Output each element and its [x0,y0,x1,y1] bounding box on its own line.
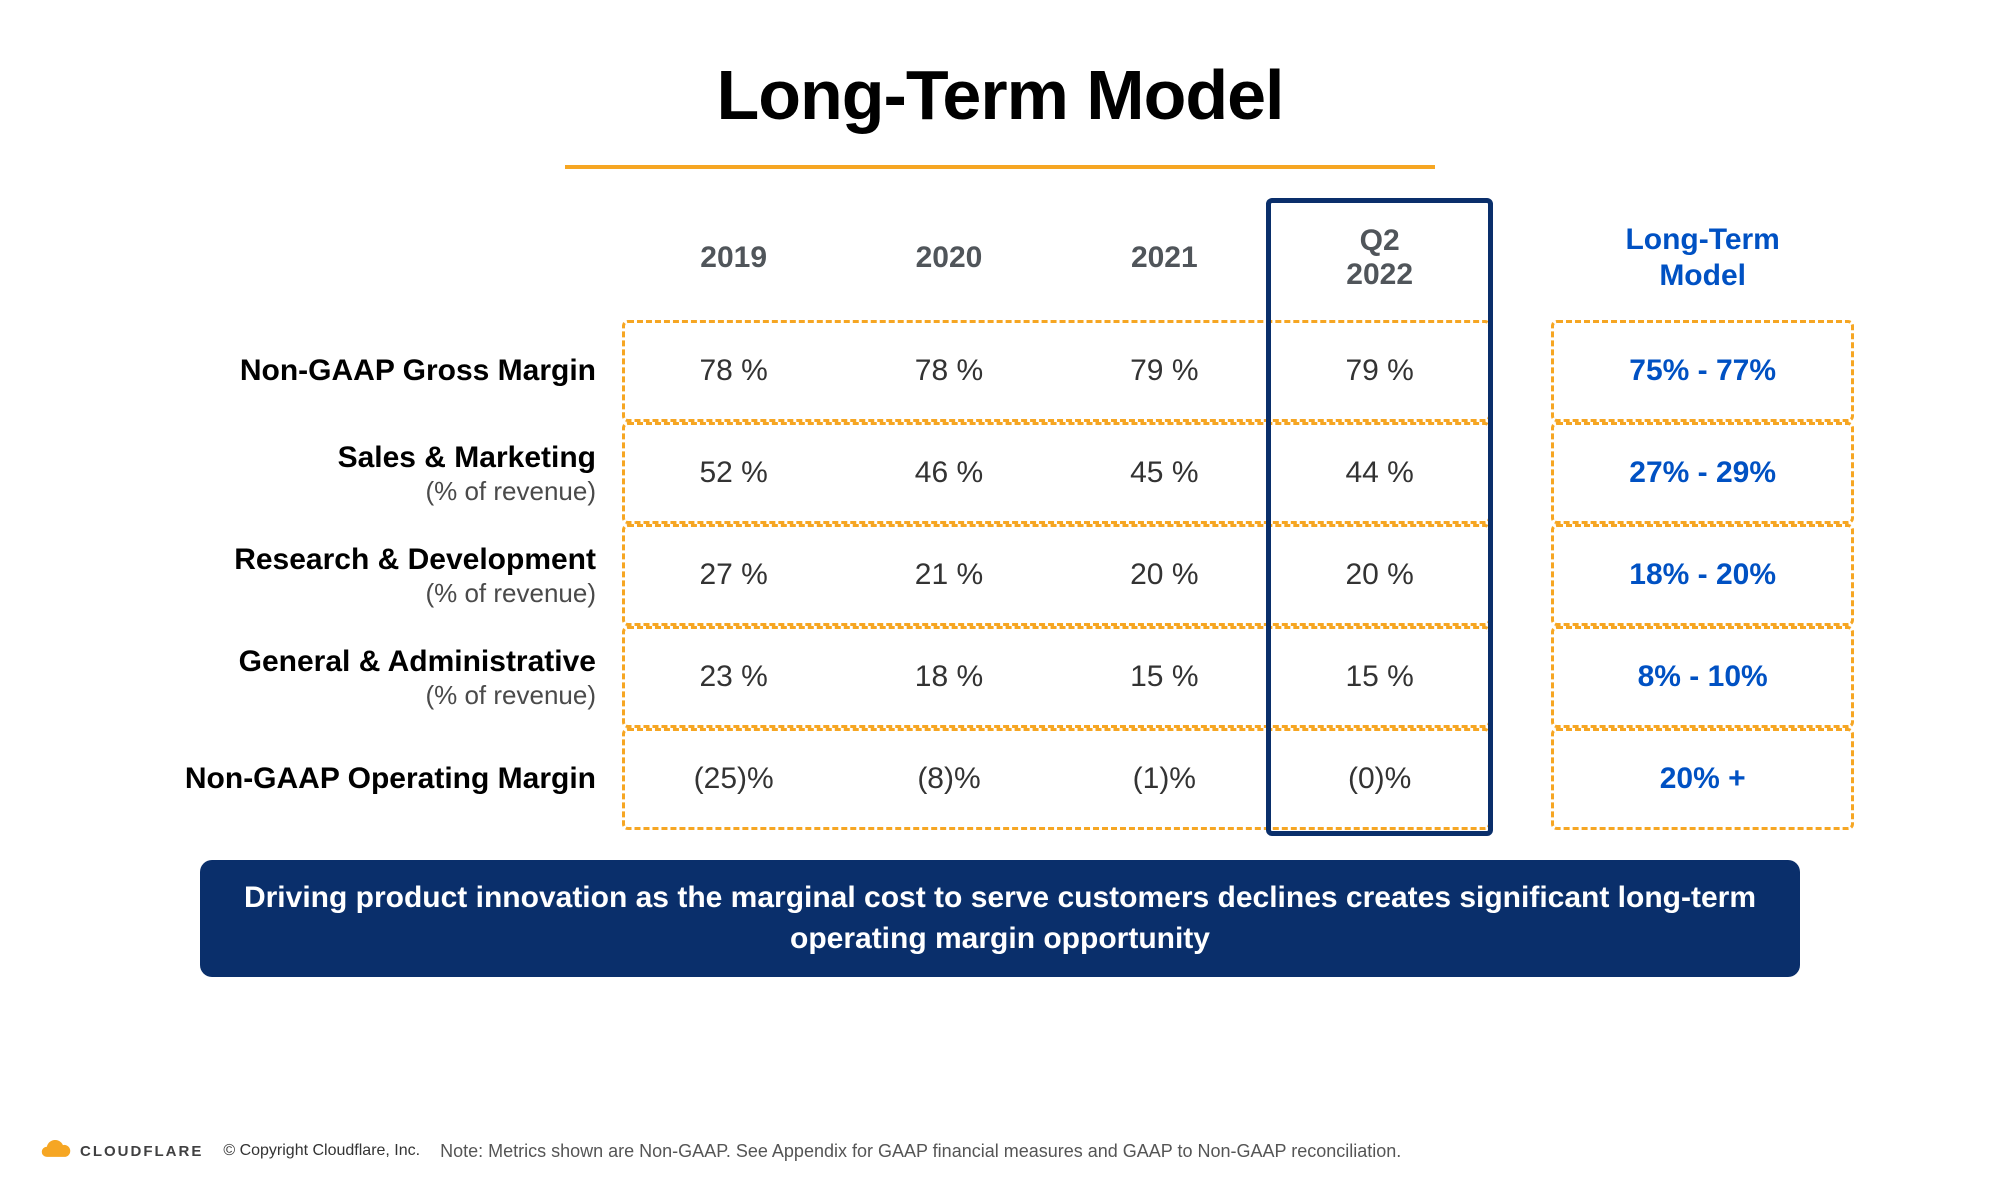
data-cell: 79 % [1057,320,1272,422]
copyright-text: © Copyright Cloudflare, Inc. [223,1142,420,1160]
data-cell: 18 % [841,626,1056,728]
logo-text: CLOUDFLARE [80,1143,203,1160]
col-gap [1487,204,1555,320]
cloud-icon [40,1140,74,1162]
data-cell: 52 % [626,422,841,524]
data-cell: (1)% [1057,728,1272,830]
gap-cell [1487,626,1555,728]
model-table: 2019 2020 2021 Q2 2022 Long-Term Model N… [150,204,1850,830]
row-label-main: Non-GAAP Operating Margin [150,761,596,797]
model-table-wrap: 2019 2020 2021 Q2 2022 Long-Term Model N… [150,204,1850,830]
long-term-cell: 8% - 10% [1555,626,1850,728]
data-cell: 45 % [1057,422,1272,524]
col-header-long-term: Long-Term Model [1555,204,1850,320]
data-cell: 23 % [626,626,841,728]
long-term-cell: 18% - 20% [1555,524,1850,626]
long-term-cell: 75% - 77% [1555,320,1850,422]
page-title: Long-Term Model [0,55,2000,135]
row-label-sub: (% of revenue) [150,680,596,711]
header-row: 2019 2020 2021 Q2 2022 Long-Term Model [150,204,1850,320]
header-blank [150,204,626,320]
row-label: Non-GAAP Gross Margin [150,320,626,422]
gap-cell [1487,422,1555,524]
row-label: Sales & Marketing(% of revenue) [150,422,626,524]
gap-cell [1487,728,1555,830]
gap-cell [1487,320,1555,422]
long-term-cell: 27% - 29% [1555,422,1850,524]
title-underline [565,165,1435,169]
data-cell: (0)% [1272,728,1487,830]
data-cell: 15 % [1272,626,1487,728]
col-header-2020: 2020 [841,204,1056,320]
data-cell: 21 % [841,524,1056,626]
data-cell: 79 % [1272,320,1487,422]
data-cell: 27 % [626,524,841,626]
row-label: General & Administrative(% of revenue) [150,626,626,728]
row-label: Non-GAAP Operating Margin [150,728,626,830]
table-row: Research & Development(% of revenue)27 %… [150,524,1850,626]
table-row: Non-GAAP Gross Margin78 %78 %79 %79 %75%… [150,320,1850,422]
col-header-2021: 2021 [1057,204,1272,320]
data-cell: 44 % [1272,422,1487,524]
table-row: Sales & Marketing(% of revenue)52 %46 %4… [150,422,1850,524]
footer: CLOUDFLARE © Copyright Cloudflare, Inc. … [40,1140,1960,1162]
data-cell: (25)% [626,728,841,830]
row-label: Research & Development(% of revenue) [150,524,626,626]
col-header-q2-2022: Q2 2022 [1272,204,1487,320]
data-cell: 46 % [841,422,1056,524]
data-cell: 20 % [1057,524,1272,626]
data-cell: 78 % [626,320,841,422]
row-label-main: General & Administrative [150,644,596,680]
row-label-main: Sales & Marketing [150,440,596,476]
row-label-main: Research & Development [150,542,596,578]
gap-cell [1487,524,1555,626]
row-label-sub: (% of revenue) [150,476,596,507]
row-label-main: Non-GAAP Gross Margin [150,353,596,389]
data-cell: 15 % [1057,626,1272,728]
data-cell: (8)% [841,728,1056,830]
data-cell: 78 % [841,320,1056,422]
table-row: General & Administrative(% of revenue)23… [150,626,1850,728]
cloudflare-logo: CLOUDFLARE [40,1140,203,1162]
summary-banner: Driving product innovation as the margin… [200,860,1800,977]
table-row: Non-GAAP Operating Margin (25)%(8)%(1)%(0… [150,728,1850,830]
row-label-sub: (% of revenue) [150,578,596,609]
col-header-2019: 2019 [626,204,841,320]
footnote-text: Note: Metrics shown are Non-GAAP. See Ap… [440,1141,1401,1162]
data-cell: 20 % [1272,524,1487,626]
long-term-cell: 20% + [1555,728,1850,830]
table-body: Non-GAAP Gross Margin78 %78 %79 %79 %75%… [150,320,1850,830]
